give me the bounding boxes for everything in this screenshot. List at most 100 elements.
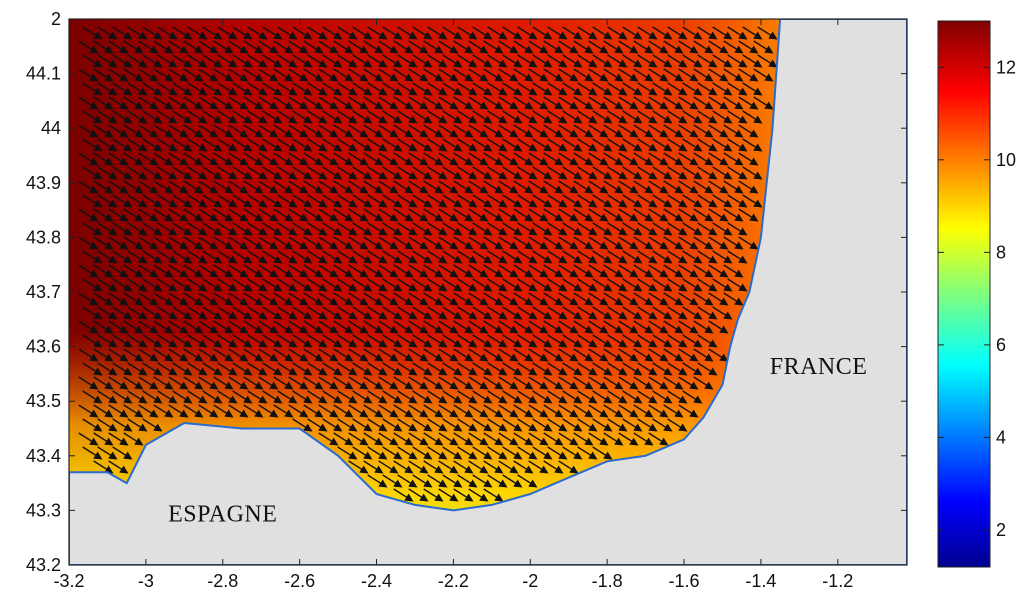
- wave-vector: [367, 54, 388, 68]
- wave-vector: [633, 208, 654, 222]
- wave-vector: [127, 166, 148, 180]
- place-label-france: FRANCE: [770, 354, 868, 380]
- wave-vector: [528, 180, 549, 194]
- wave-vector: [217, 250, 238, 264]
- wave-vector: [187, 110, 208, 124]
- wave-vector: [127, 306, 148, 320]
- wave-vector: [277, 110, 298, 124]
- wave-vector: [562, 82, 583, 96]
- wave-vector: [228, 236, 249, 250]
- wave-vector: [472, 26, 493, 40]
- wave-vector: [588, 264, 609, 278]
- wave-vector: [292, 54, 313, 68]
- wave-vector: [97, 82, 118, 96]
- wave-vector: [412, 250, 433, 264]
- colorbar-tick-label: 2: [996, 520, 1006, 540]
- wave-vector: [288, 236, 309, 250]
- wave-vector: [322, 138, 343, 152]
- wave-vector: [78, 180, 99, 194]
- wave-vector: [487, 166, 508, 180]
- wave-vector: [408, 236, 429, 250]
- wave-vector: [637, 222, 658, 236]
- wave-vector: [367, 306, 388, 320]
- wave-vector: [693, 208, 714, 222]
- wave-vector: [232, 306, 253, 320]
- wave-vector: [472, 194, 493, 208]
- wave-vector: [243, 124, 264, 138]
- wave-vector: [318, 264, 339, 278]
- wave-vector: [93, 236, 114, 250]
- wave-vector: [198, 208, 219, 222]
- wave-vector: [442, 110, 463, 124]
- wave-vector: [333, 292, 354, 306]
- wave-vector: [528, 292, 549, 306]
- wave-vector: [908, 223, 927, 235]
- wave-vector: [412, 278, 433, 292]
- wave-vector: [397, 110, 418, 124]
- wave-vector: [217, 110, 238, 124]
- wave-vector: [423, 68, 444, 82]
- wave-vector: [228, 124, 249, 138]
- wave-vector: [577, 54, 598, 68]
- wave-vector: [262, 194, 283, 208]
- wave-vector: [322, 54, 343, 68]
- wave-vector: [322, 278, 343, 292]
- wave-vector: [333, 236, 354, 250]
- wave-vector: [592, 82, 613, 96]
- wave-vector: [618, 208, 639, 222]
- wave-vector: [382, 250, 403, 264]
- wave-vector: [97, 110, 118, 124]
- wave-vector: [157, 278, 178, 292]
- wave-vector: [198, 40, 219, 54]
- wave-vector: [682, 250, 703, 264]
- wave-vector: [513, 236, 534, 250]
- wave-vector: [708, 180, 729, 194]
- wave-vector: [753, 40, 774, 54]
- wave-vector: [172, 138, 193, 152]
- wave-vector: [318, 292, 339, 306]
- wave-vector: [408, 180, 429, 194]
- wave-vector: [217, 82, 238, 96]
- wave-vector: [202, 110, 223, 124]
- wave-vector: [363, 236, 384, 250]
- wave-vector: [423, 40, 444, 54]
- wave-vector: [562, 278, 583, 292]
- wave-vector: [637, 82, 658, 96]
- wave-vector: [652, 26, 673, 40]
- wave-vector: [123, 68, 144, 82]
- wave-vector: [648, 68, 669, 82]
- wave-vector: [322, 26, 343, 40]
- x-tick-label: -1.4: [745, 571, 776, 591]
- wave-vector: [202, 222, 223, 236]
- wave-vector: [318, 180, 339, 194]
- wave-vector: [172, 306, 193, 320]
- wave-vector: [112, 166, 133, 180]
- wave-vector: [547, 278, 568, 292]
- wave-vector: [607, 166, 628, 180]
- wave-vector: [262, 306, 283, 320]
- wave-vector: [108, 68, 129, 82]
- wave-vector: [232, 110, 253, 124]
- wave-vector: [183, 236, 204, 250]
- wave-vector: [288, 40, 309, 54]
- wave-vector: [108, 152, 129, 166]
- wave-vector: [93, 124, 114, 138]
- wave-vector: [157, 138, 178, 152]
- wave-vector: [202, 166, 223, 180]
- wave-vector: [543, 264, 564, 278]
- wave-vector: [468, 124, 489, 138]
- wave-vector: [337, 278, 358, 292]
- wave-vector: [438, 292, 459, 306]
- wave-vector: [292, 138, 313, 152]
- wave-vector: [678, 180, 699, 194]
- wave-vector: [742, 166, 763, 180]
- wave-vector: [127, 82, 148, 96]
- wave-vector: [333, 264, 354, 278]
- wave-vector: [363, 292, 384, 306]
- wave-vector: [318, 208, 339, 222]
- wave-vector: [367, 222, 388, 236]
- wave-vector: [603, 320, 624, 334]
- wave-vector: [693, 124, 714, 138]
- wave-vector: [558, 320, 579, 334]
